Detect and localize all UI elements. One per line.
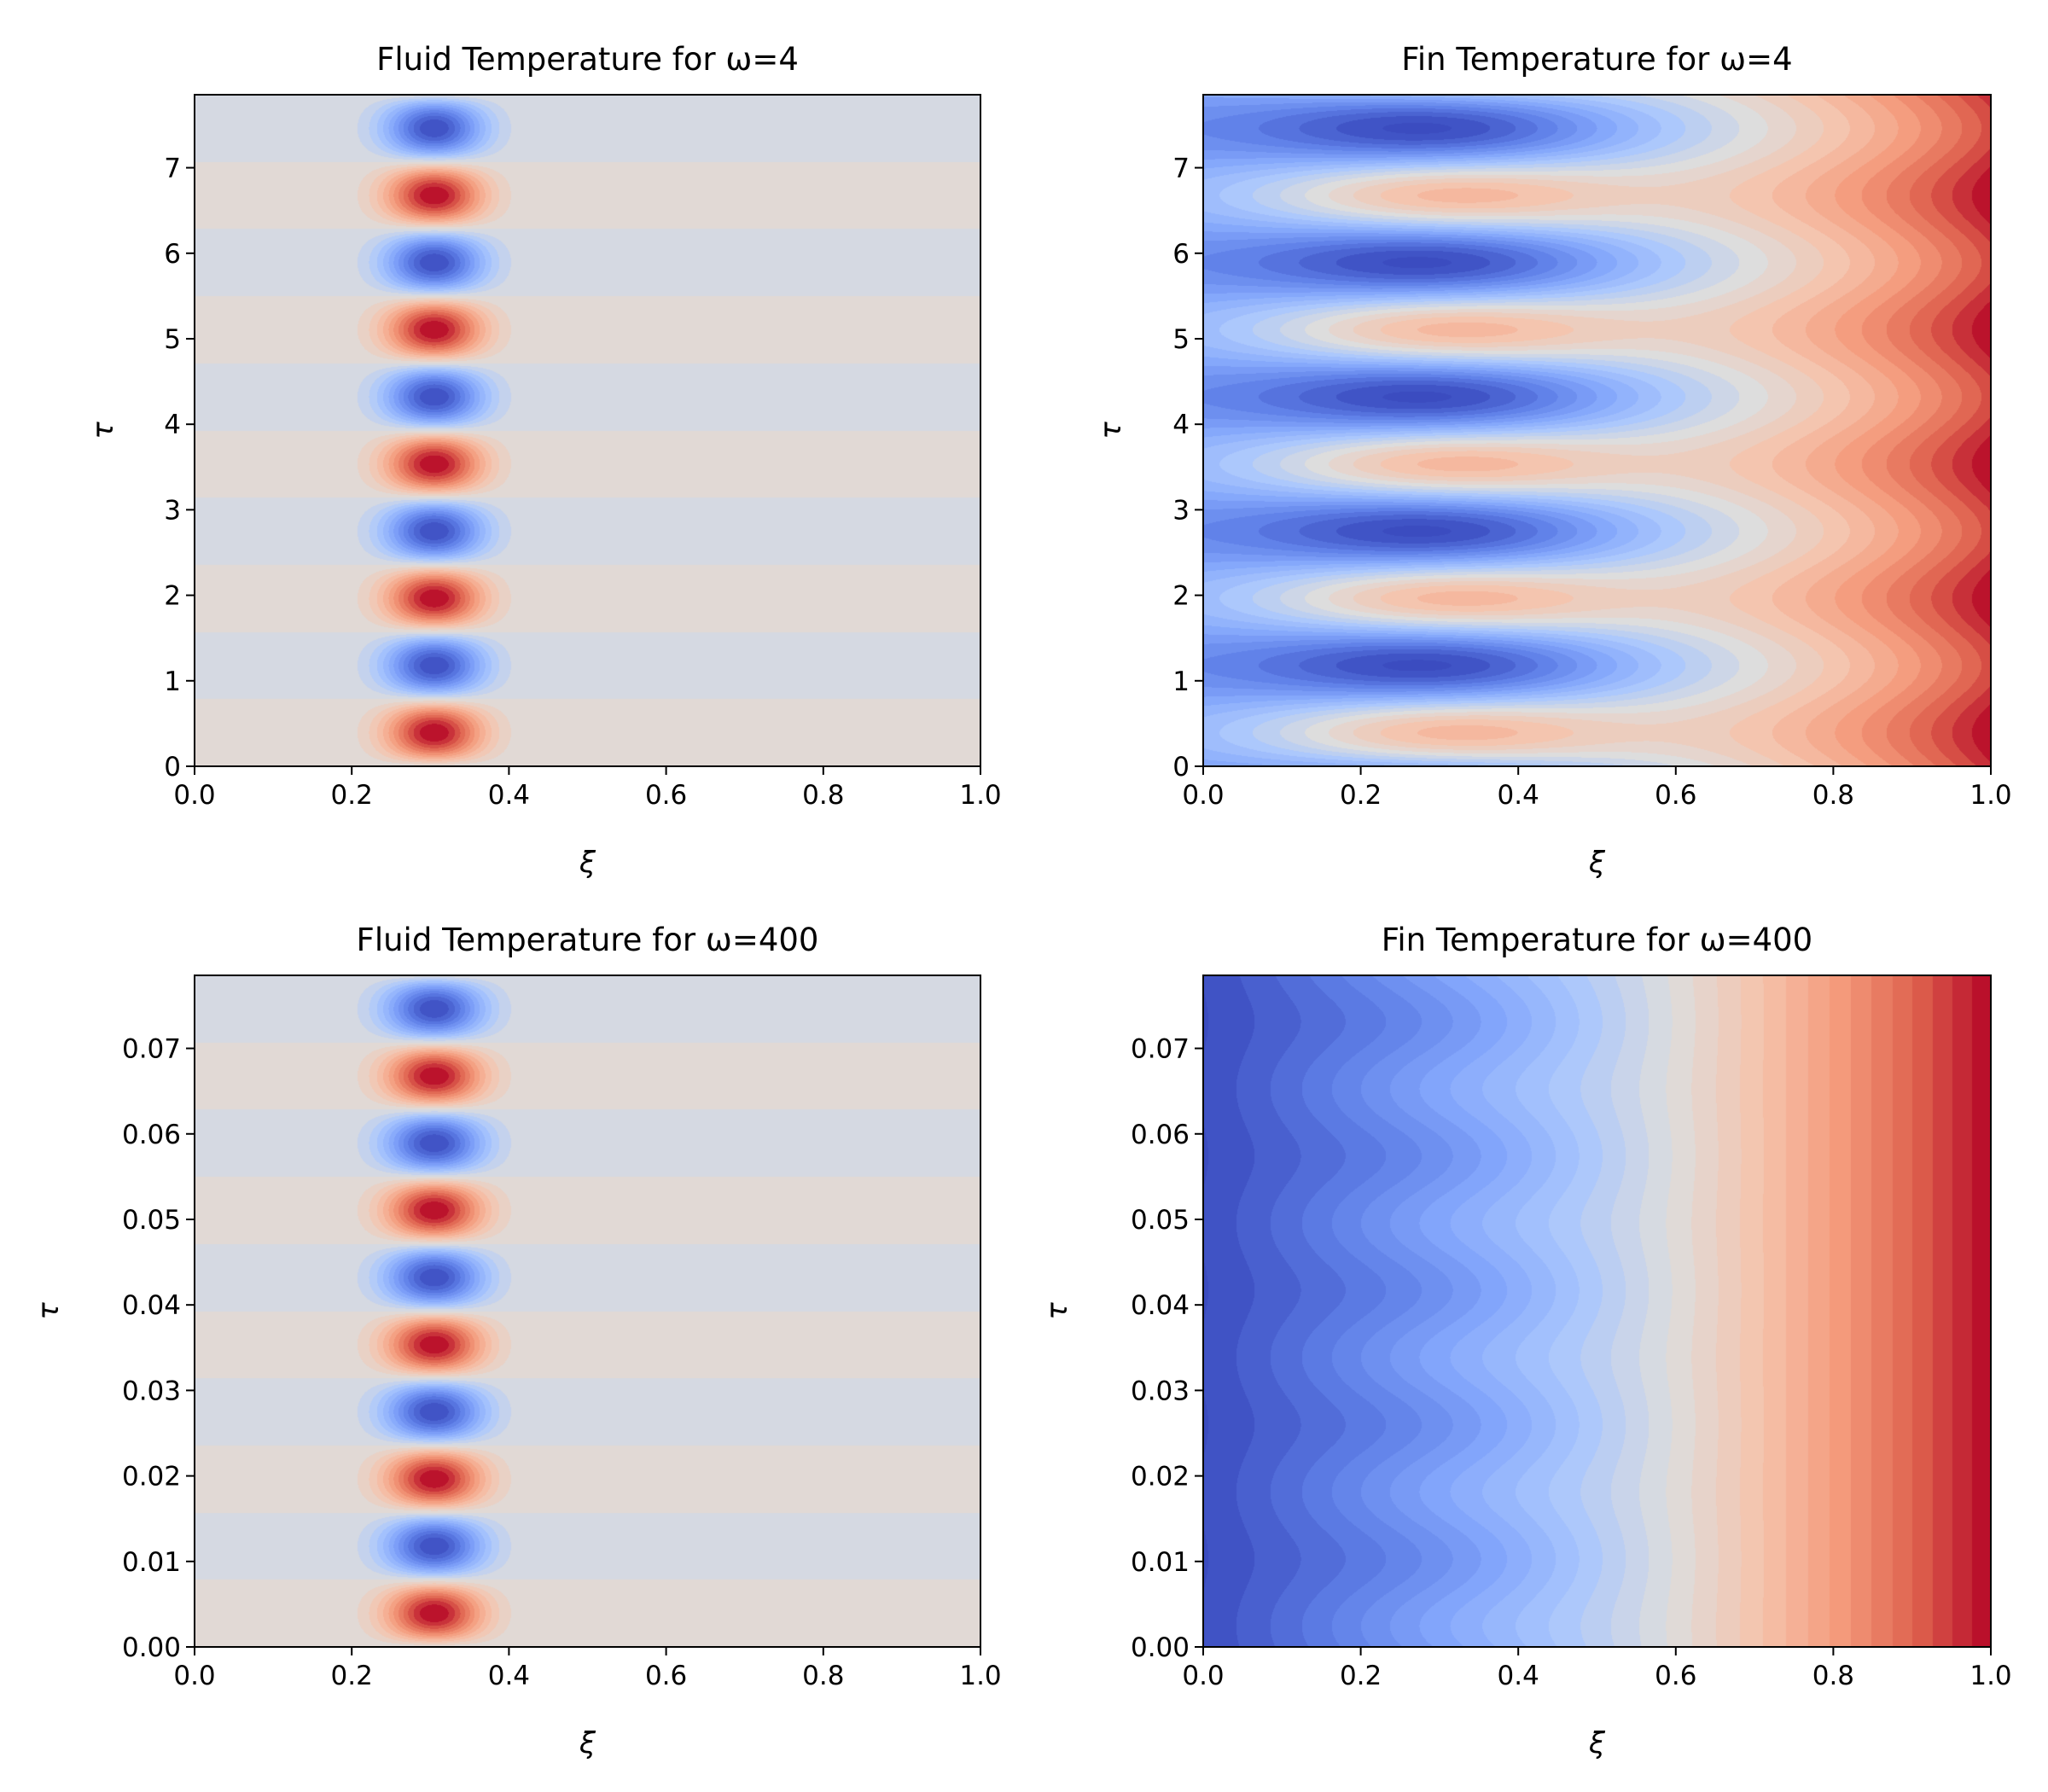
y-tick-label: 1 [164,666,181,697]
y-tick-label: 5 [164,324,181,355]
y-tick-label: 0.05 [122,1205,181,1236]
y-tick-label: 2 [164,581,181,612]
y-tick-label: 0.03 [122,1376,181,1406]
chart-title: Fluid Temperature for ω=400 [357,922,819,958]
x-tick-label: 1.0 [1969,780,2011,811]
y-tick-label: 0 [1172,752,1190,783]
x-axis-label: ξ [579,1726,596,1760]
x-tick-label: 0.8 [1812,1661,1854,1691]
y-tick-label: 0.07 [1131,1034,1190,1065]
x-tick-label: 0.0 [173,780,215,811]
y-tick-label: 1 [1172,666,1190,697]
x-tick-label: 0.8 [802,780,844,811]
heatmap-fin-omega-4 [1203,95,1991,766]
chart-title: Fin Temperature for ω=400 [1382,922,1812,958]
x-tick-label: 1.0 [1969,1661,2011,1691]
y-axis-label: τ [86,422,120,439]
y-tick-label: 7 [164,154,181,184]
subplot-3: Fluid Temperature for ω=400 0.0 0.2 0.4 0.6 0… [32,922,1002,1760]
y-tick-label: 2 [1172,581,1190,612]
x-tick-label: 0.8 [802,1661,844,1691]
y-tick-label: 0.03 [1131,1376,1190,1406]
x-tick-label: 0.4 [488,1661,530,1691]
x-tick-label: 0.6 [1655,780,1696,811]
y-tick-label: 0.01 [122,1547,181,1578]
y-tick-label: 3 [1172,495,1190,526]
chart-title: Fin Temperature for ω=4 [1401,41,1792,78]
y-tick-label: 6 [1172,239,1190,270]
axes-frame [1202,94,1992,767]
x-tick-label: 0.6 [1655,1661,1696,1691]
y-tick-label: 0.07 [122,1034,181,1065]
heatmap-fin-omega-400 [1203,975,1991,1647]
y-axis-label: τ [32,1302,66,1320]
y-axis-label: τ [1040,1302,1074,1320]
x-tick-label: 1.0 [959,780,1001,811]
y-tick-label: 0.02 [122,1462,181,1492]
x-tick-label: 0.6 [645,780,687,811]
x-tick-label: 0.2 [1340,780,1382,811]
x-tick-label: 1.0 [959,1661,1001,1691]
chart-title: Fluid Temperature for ω=4 [376,41,799,78]
x-tick-label: 0.0 [1182,1661,1224,1691]
y-tick-label: 0.04 [122,1290,181,1321]
y-tick-label: 4 [1172,410,1190,440]
subplot-4: Fin Temperature for ω=400 0.0 0.2 0.4 0.6 0.8… [1040,922,2012,1760]
x-tick-label: 0.4 [1498,780,1539,811]
x-axis-label: ξ [1588,846,1606,880]
subplot-1: Fluid Temperature for ω=4 0.0 0.2 0.4 0.6 0.8… [86,41,1002,880]
y-tick-label: 5 [1172,324,1190,355]
axes-frame [1202,975,1992,1648]
x-axis-label: ξ [1588,1726,1606,1760]
x-tick-label: 0.4 [488,780,530,811]
y-tick-label: 0.00 [122,1632,181,1663]
x-tick-label: 0.0 [173,1661,215,1691]
x-axis-label: ξ [579,846,596,880]
heatmap-fluid-omega-400 [195,975,980,1647]
heatmap-fluid-omega-4 [195,95,980,766]
y-tick-label: 0.06 [1131,1120,1190,1150]
y-tick-label: 0.01 [1131,1547,1190,1578]
y-axis-label: τ [1094,422,1128,439]
x-tick-label: 0.2 [331,780,373,811]
x-tick-label: 0.0 [1182,780,1224,811]
y-tick-label: 4 [164,410,181,440]
y-tick-label: 0.05 [1131,1205,1190,1236]
y-tick-label: 0.06 [122,1120,181,1150]
x-tick-label: 0.6 [645,1661,687,1691]
x-tick-label: 0.2 [331,1661,373,1691]
x-tick-label: 0.8 [1812,780,1854,811]
y-tick-label: 0.04 [1131,1290,1190,1321]
x-tick-label: 0.2 [1340,1661,1382,1691]
y-tick-label: 7 [1172,154,1190,184]
y-tick-label: 6 [164,239,181,270]
y-tick-label: 0.00 [1131,1632,1190,1663]
axes-frame [194,94,981,767]
y-tick-label: 0.02 [1131,1462,1190,1492]
axes-frame [194,975,981,1648]
x-tick-label: 0.4 [1498,1661,1539,1691]
y-tick-label: 0 [164,752,181,783]
subplot-2: Fin Temperature for ω=4 0.0 0.2 0.4 0.6 0.8 1.… [1094,41,2012,880]
y-tick-label: 3 [164,495,181,526]
